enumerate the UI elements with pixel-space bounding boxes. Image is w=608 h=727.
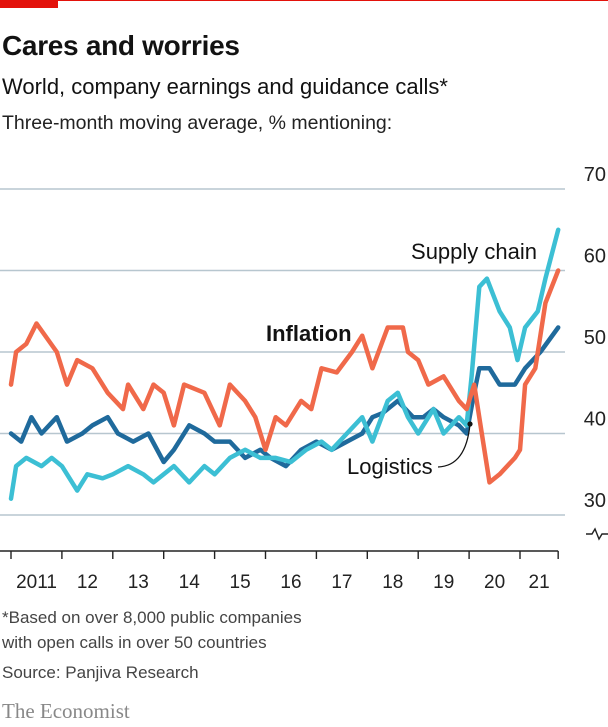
- x-tick-label: 14: [179, 572, 201, 593]
- series-label: Inflation: [266, 321, 352, 346]
- y-tick-label: 30: [584, 490, 606, 512]
- x-tick-label: 20: [484, 572, 505, 593]
- footnote-2: with open calls in over 50 countries: [2, 633, 267, 652]
- series-line-supply-chain: [8, 227, 561, 501]
- economist-logo: The Economist: [2, 699, 130, 723]
- footnote-1: *Based on over 8,000 public companies: [2, 608, 302, 627]
- top-rule: [0, 0, 608, 1]
- y-tick-label: 60: [584, 246, 606, 268]
- chart-title: Cares and worries: [2, 30, 240, 61]
- x-tick-label: 21: [529, 572, 550, 593]
- x-tick-label: 13: [128, 572, 149, 593]
- logistics-anchor-dot: [467, 421, 473, 427]
- axis-break-icon: [586, 527, 608, 541]
- y-tick-label: 40: [584, 409, 606, 431]
- logistics-leader-line: [437, 423, 471, 468]
- red-tag: [0, 0, 58, 8]
- x-tick-label: 15: [230, 572, 251, 593]
- chart-subtitle: World, company earnings and guidance cal…: [2, 74, 448, 99]
- series-label: Supply chain: [411, 239, 537, 264]
- unit-note: Three-month moving average, % mentioning…: [2, 112, 393, 134]
- x-tick-label: 19: [433, 572, 454, 593]
- y-tick-label: 50: [584, 327, 606, 349]
- series-label: Logistics: [347, 454, 433, 479]
- x-tick-label: 12: [77, 572, 98, 593]
- line-chart: 30 40 50 60 70 2011 12 13 14 15 16 17 18 19 20 21 Inflat…: [0, 164, 608, 593]
- y-tick-label: 70: [584, 164, 606, 186]
- x-tick-label: 17: [331, 572, 352, 593]
- source: Source: Panjiva Research: [2, 663, 199, 682]
- series-line-inflation: [8, 268, 561, 485]
- x-tick-label: 18: [382, 572, 403, 593]
- x-tick-label: 16: [280, 572, 301, 593]
- x-tick-label: 2011: [16, 572, 57, 593]
